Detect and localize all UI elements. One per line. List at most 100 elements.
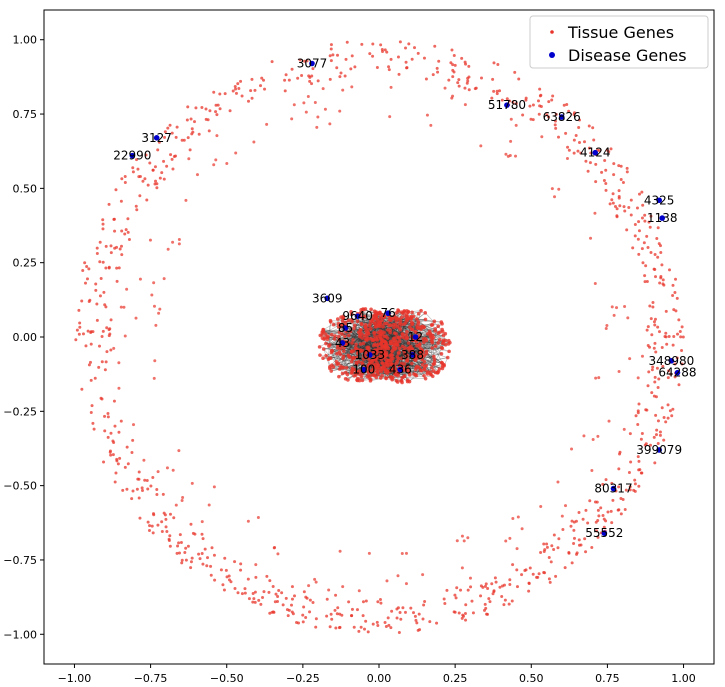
- tissue-gene-point: [501, 584, 505, 588]
- tissue-gene-point: [656, 226, 660, 230]
- tissue-gene-point: [414, 618, 418, 622]
- tissue-gene-point: [378, 336, 383, 341]
- tissue-gene-point: [430, 340, 435, 345]
- tissue-gene-point: [615, 306, 619, 310]
- tissue-gene-point: [514, 102, 518, 106]
- tissue-gene-point: [163, 130, 167, 134]
- tissue-gene-point: [81, 269, 85, 273]
- cluster-edge: [392, 351, 407, 362]
- tissue-gene-point: [300, 74, 304, 78]
- disease-gene-point: [367, 352, 373, 358]
- tissue-gene-point: [436, 341, 440, 345]
- tissue-gene-point: [424, 363, 429, 368]
- tissue-gene-point: [654, 275, 658, 279]
- tissue-gene-point: [100, 334, 104, 338]
- tissue-gene-point: [378, 315, 383, 320]
- tissue-gene-point: [582, 434, 586, 438]
- tissue-gene-point: [595, 500, 599, 504]
- cluster-edge: [415, 359, 427, 366]
- tissue-gene-point: [203, 547, 207, 551]
- tissue-gene-point: [389, 376, 394, 381]
- tissue-gene-point: [168, 123, 172, 127]
- tissue-gene-point: [623, 304, 627, 308]
- tissue-gene-point: [612, 162, 616, 166]
- tissue-gene-point: [340, 371, 345, 376]
- tissue-gene-point: [671, 343, 675, 347]
- tissue-gene-point: [597, 149, 601, 153]
- tissue-gene-point: [344, 329, 348, 334]
- tissue-gene-point: [376, 346, 381, 351]
- tissue-gene-point: [591, 437, 595, 441]
- tissue-gene-point: [460, 616, 464, 620]
- tissue-gene-point: [341, 314, 345, 319]
- tissue-gene-point: [397, 339, 402, 344]
- tissue-gene-point: [466, 588, 470, 592]
- tissue-gene-point: [311, 67, 315, 71]
- cluster-edge: [356, 343, 364, 373]
- tissue-gene-point: [87, 300, 91, 304]
- tissue-gene-point: [435, 66, 439, 70]
- tissue-gene-point: [445, 588, 449, 592]
- tissue-gene-point: [637, 220, 641, 224]
- tissue-gene-point: [371, 338, 376, 342]
- tissue-gene-point: [162, 511, 166, 515]
- tissue-gene-point: [600, 170, 604, 174]
- disease-gene-label: 3609: [312, 291, 343, 305]
- tissue-gene-point: [240, 592, 244, 596]
- tissue-gene-point: [404, 582, 408, 586]
- tissue-gene-point: [554, 112, 558, 116]
- tissue-gene-point: [619, 164, 623, 168]
- tissue-gene-point: [409, 320, 414, 325]
- tissue-gene-point: [397, 72, 401, 76]
- tissue-gene-point: [335, 612, 339, 616]
- tissue-gene-point: [172, 516, 176, 520]
- tissue-gene-point: [647, 220, 651, 224]
- tissue-gene-point: [120, 253, 124, 257]
- tissue-gene-point: [424, 77, 428, 81]
- tissue-gene-point: [348, 329, 353, 334]
- tissue-gene-point: [498, 585, 502, 589]
- tissue-gene-point: [437, 330, 442, 335]
- tissue-gene-point: [516, 515, 520, 519]
- cluster-edge: [323, 348, 331, 367]
- tissue-gene-point: [468, 576, 472, 580]
- tissue-gene-point: [531, 118, 535, 122]
- tissue-gene-point: [143, 177, 147, 181]
- tissue-gene-point: [253, 590, 257, 594]
- tissue-gene-point: [219, 568, 223, 572]
- tissue-gene-point: [87, 267, 91, 271]
- tissue-gene-point: [265, 574, 269, 578]
- tissue-gene-point: [633, 482, 637, 486]
- tissue-gene-point: [395, 616, 399, 620]
- cluster-edge: [406, 333, 428, 336]
- tissue-gene-point: [151, 168, 155, 172]
- cluster-edge: [346, 350, 354, 368]
- tissue-gene-point: [197, 132, 201, 136]
- tissue-gene-point: [382, 344, 387, 349]
- y-axis: 1.00 0.75 0.50 0.25 0.00 −0.25 −0.50 −0.75 −1.00: [3, 34, 44, 641]
- tissue-gene-point: [361, 600, 365, 604]
- tissue-gene-point: [340, 319, 345, 323]
- tissue-gene-point: [511, 563, 515, 567]
- tissue-gene-point: [78, 321, 82, 325]
- tissue-gene-point: [639, 437, 643, 441]
- cluster-edge: [376, 326, 411, 347]
- tissue-gene-point: [557, 537, 561, 541]
- tissue-gene-point: [131, 489, 135, 493]
- tissue-gene-point: [180, 558, 184, 562]
- tissue-gene-point: [404, 367, 408, 372]
- tissue-gene-point: [131, 170, 135, 174]
- tissue-gene-point: [148, 524, 152, 528]
- tissue-gene-point: [375, 338, 380, 342]
- tissue-gene-point: [349, 350, 354, 354]
- tissue-gene-point: [649, 250, 653, 254]
- tissue-gene-point: [628, 485, 632, 489]
- tissue-gene-point: [330, 617, 334, 621]
- tissue-gene-point: [349, 359, 354, 364]
- tissue-gene-point: [442, 364, 446, 368]
- tissue-gene-point: [349, 371, 354, 375]
- tissue-gene-point: [572, 151, 576, 155]
- tissue-gene-point: [123, 465, 127, 469]
- tissue-gene-point: [652, 267, 656, 271]
- tissue-gene-point: [386, 616, 390, 620]
